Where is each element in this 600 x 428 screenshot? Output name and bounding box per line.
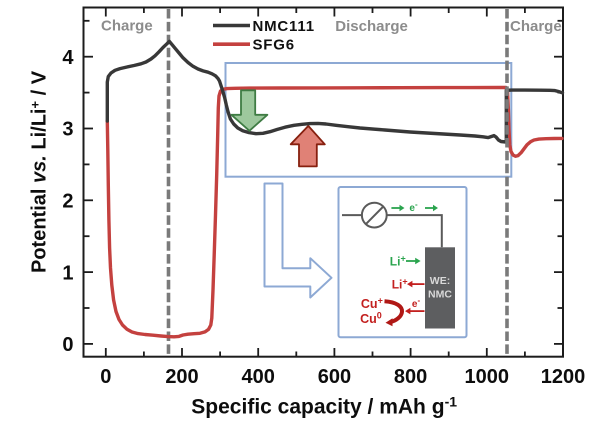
svg-text:e-: e- bbox=[409, 200, 418, 214]
svg-text:400: 400 bbox=[242, 366, 275, 388]
svg-text:Cu0: Cu0 bbox=[360, 311, 382, 327]
svg-text:1: 1 bbox=[62, 262, 73, 284]
svg-text:1000: 1000 bbox=[465, 366, 510, 388]
svg-text:600: 600 bbox=[318, 366, 351, 388]
svg-text:0: 0 bbox=[100, 366, 111, 388]
svg-text:Charge: Charge bbox=[101, 18, 153, 35]
svg-text:Discharge: Discharge bbox=[335, 18, 408, 35]
svg-text:1200: 1200 bbox=[541, 366, 586, 388]
svg-text:Specific capacity / mAh g-1: Specific capacity / mAh g-1 bbox=[191, 394, 457, 419]
svg-text:WE:: WE: bbox=[430, 275, 450, 287]
svg-text:NMC: NMC bbox=[428, 289, 452, 301]
svg-text:3: 3 bbox=[62, 119, 73, 141]
svg-text:4: 4 bbox=[62, 47, 74, 69]
svg-text:NMC111: NMC111 bbox=[253, 18, 315, 35]
svg-text:200: 200 bbox=[165, 366, 198, 388]
svg-text:SFG6: SFG6 bbox=[253, 37, 295, 54]
svg-text:Potential vs. Li/Li+ / V: Potential vs. Li/Li+ / V bbox=[28, 70, 51, 273]
svg-text:e-: e- bbox=[412, 296, 421, 310]
svg-text:Charge: Charge bbox=[510, 18, 562, 35]
svg-text:800: 800 bbox=[394, 366, 427, 388]
svg-text:Cu+: Cu+ bbox=[361, 295, 383, 311]
svg-text:2: 2 bbox=[62, 191, 73, 213]
svg-text:0: 0 bbox=[62, 334, 73, 356]
